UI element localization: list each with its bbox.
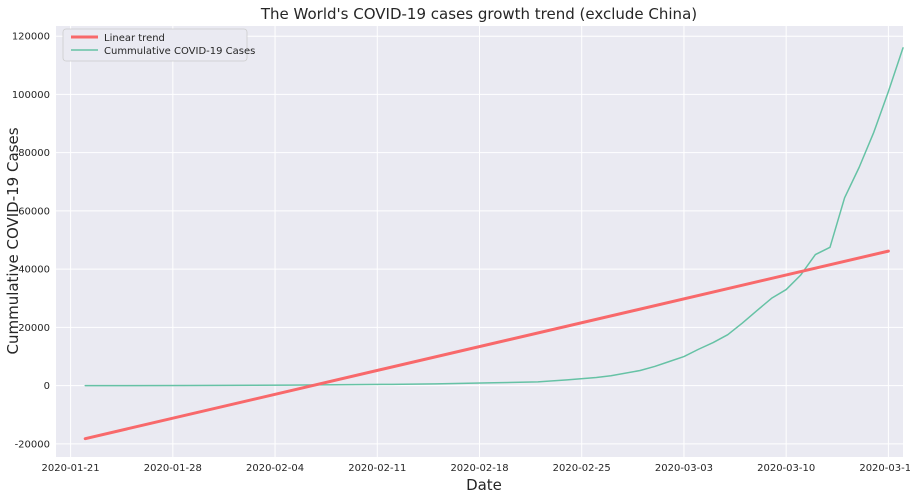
x-tick-label: 2020-02-25 [553,463,611,474]
x-tick-label: 2020-01-21 [42,463,100,474]
y-tick-label: 60000 [18,206,50,217]
y-axis-label: Cummulative COVID-19 Cases [4,127,22,354]
x-tick-label: 2020-02-11 [348,463,406,474]
x-tick-label: 2020-02-18 [450,463,508,474]
x-tick-label: 2020-03-17 [859,463,910,474]
legend-label-cases: Cummulative COVID-19 Cases [104,46,255,57]
legend-box [62,28,248,62]
y-tick-label: 80000 [18,148,50,159]
x-tick-label: 2020-03-03 [655,463,713,474]
grid-lines [56,26,903,457]
legend: Linear trend Cummulative COVID-19 Cases [62,28,255,62]
series-line-linear-trend [83,249,890,441]
x-tick-label: 2020-01-28 [144,463,202,474]
x-tick-label: 2020-03-10 [757,463,815,474]
y-tick-label: 40000 [18,265,50,276]
series-line-cumulative-cases [84,47,904,387]
x-axis-label: Date [466,476,502,494]
y-tick-label: 120000 [12,32,50,43]
y-tick-label: 20000 [18,323,50,334]
y-tick-label: 0 [44,381,50,392]
legend-label-linear-trend: Linear trend [104,33,165,44]
chart-title: The World's COVID-19 cases growth trend … [260,5,697,23]
series-layer [83,47,904,441]
x-tick-label: 2020-02-04 [246,463,304,474]
tick-labels: 2020-01-21 2020-01-28 2020-02-04 2020-02-11… [12,32,910,474]
y-tick-label: -20000 [15,439,50,450]
y-tick-label: 100000 [12,90,50,101]
